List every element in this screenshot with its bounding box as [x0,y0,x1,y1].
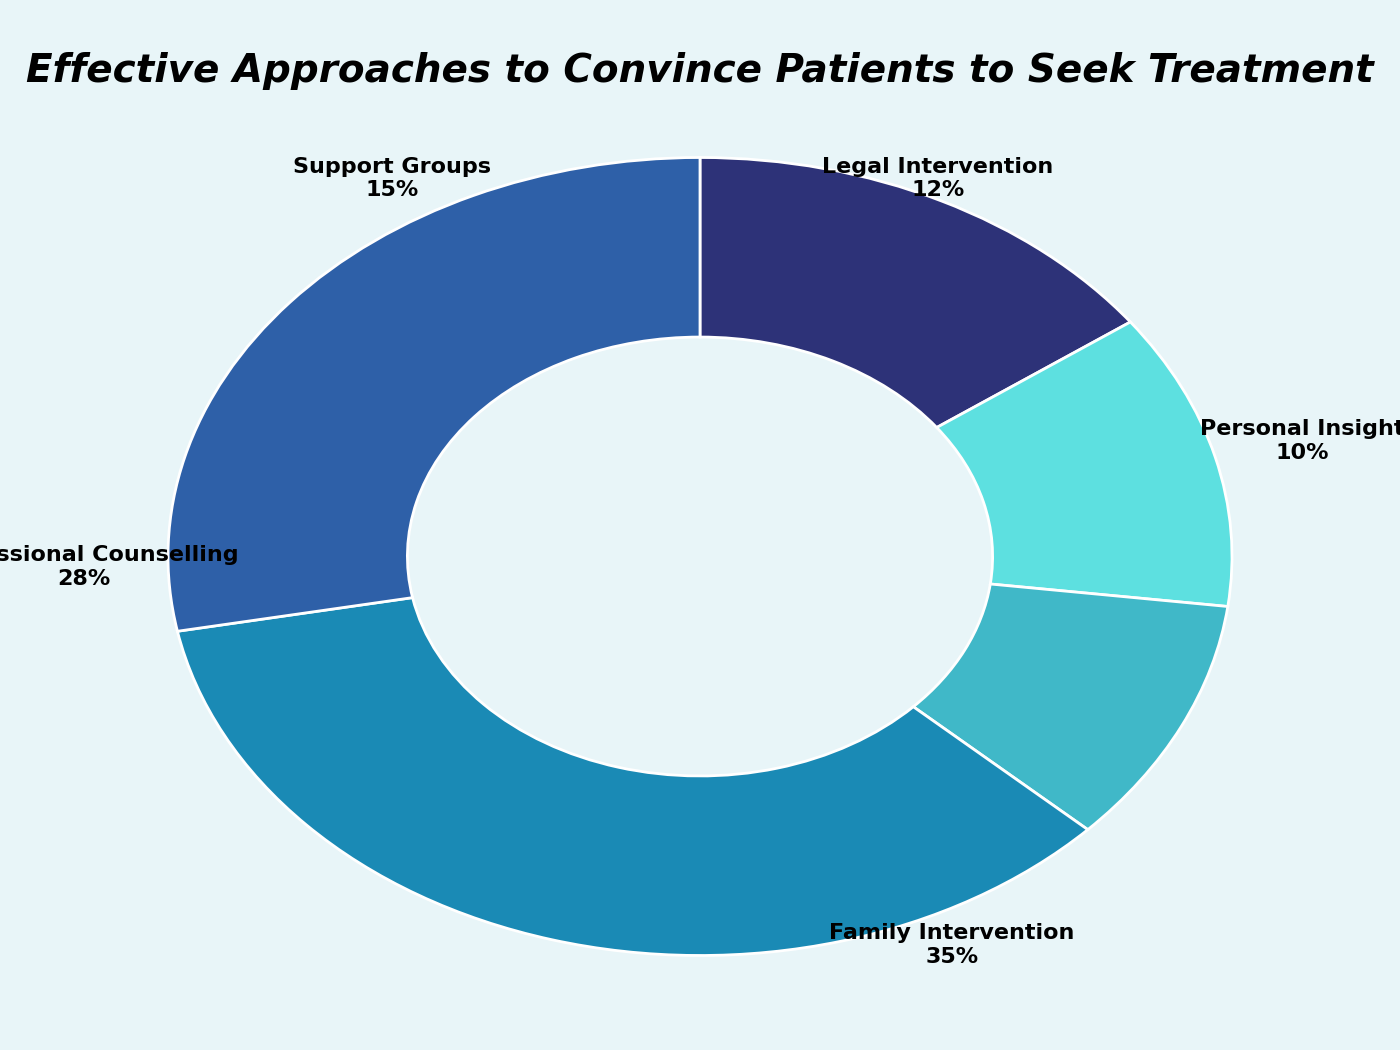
Text: Legal Intervention
12%: Legal Intervention 12% [822,156,1054,201]
Text: Professional Counselling
28%: Professional Counselling 28% [0,545,239,589]
Text: Family Intervention
35%: Family Intervention 35% [829,923,1075,967]
Text: Effective Approaches to Convince Patients to Seek Treatment: Effective Approaches to Convince Patient… [27,52,1373,90]
Wedge shape [178,597,1088,956]
Wedge shape [913,584,1228,830]
Wedge shape [700,158,1130,427]
Wedge shape [937,322,1232,607]
Text: Personal Insight
10%: Personal Insight 10% [1200,419,1400,463]
Wedge shape [168,158,700,631]
Text: Support Groups
15%: Support Groups 15% [293,156,491,201]
